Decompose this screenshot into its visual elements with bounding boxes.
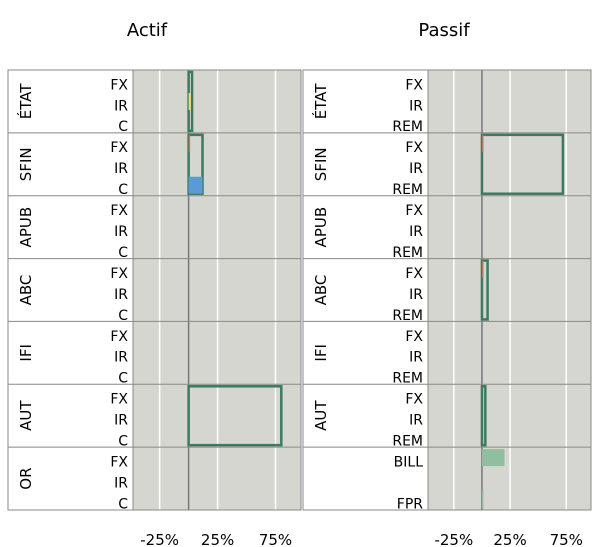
row-label: REM	[392, 119, 423, 135]
row-label: C	[118, 496, 128, 512]
row-label: IR	[114, 287, 128, 303]
fill-bar	[481, 449, 505, 467]
group-label: IFI	[312, 344, 330, 361]
row-label: REM	[392, 434, 423, 450]
row-label: FX	[405, 329, 423, 345]
row-label: REM	[392, 371, 423, 387]
row-label: FX	[405, 266, 423, 282]
row-label: FX	[110, 266, 128, 282]
row-label: FX	[405, 392, 423, 408]
x-tick-label: 25%	[201, 531, 234, 547]
x-tick-label: 25%	[493, 531, 526, 547]
panel-passif: Passif ÉTAT FX IR REM SFIN FX IR REM APUB FX IR REM A…	[302, 20, 592, 547]
group-label: ABC	[312, 275, 330, 306]
chart-title: Actif	[127, 20, 168, 41]
group-label: AUT	[17, 400, 35, 431]
plot-frame	[132, 69, 302, 511]
group-label: OR	[17, 467, 35, 489]
row-label: IR	[114, 98, 128, 114]
row-label: C	[118, 245, 128, 261]
group-label: APUB	[312, 207, 330, 248]
group-label: SFIN	[17, 147, 35, 181]
row-label: IR	[409, 413, 423, 429]
row-label: FX	[110, 392, 128, 408]
group-label: APUB	[17, 207, 35, 248]
plot-frame	[427, 69, 592, 511]
row-label: IR	[114, 413, 128, 429]
row-label: FX	[405, 140, 423, 156]
outline-bar	[187, 133, 204, 195]
outline-bar	[480, 133, 565, 195]
outline-bar	[480, 385, 487, 447]
group-label: AUT	[312, 400, 330, 431]
chart-title: Passif	[418, 20, 470, 41]
outline-bar	[187, 385, 283, 447]
fill-bar	[188, 92, 191, 110]
group-label: IFI	[17, 344, 35, 361]
row-label: IR	[409, 350, 423, 366]
fill-bar	[188, 176, 203, 194]
row-label: IR	[409, 161, 423, 177]
row-label: IR	[114, 350, 128, 366]
row-label: FX	[110, 203, 128, 219]
group-label: ABC	[17, 275, 35, 306]
row-label: FX	[405, 77, 423, 93]
group-label: SFIN	[312, 147, 330, 181]
x-tick-label: 75%	[259, 531, 292, 547]
row-label: FX	[110, 329, 128, 345]
row-label: IR	[409, 287, 423, 303]
row-label: IR	[409, 98, 423, 114]
row-label: REM	[392, 308, 423, 324]
fill-bar	[481, 134, 484, 152]
row-label: REM	[392, 182, 423, 198]
row-label: C	[118, 182, 128, 198]
fill-bar	[481, 491, 484, 508]
row-label: IR	[409, 224, 423, 240]
row-label: FX	[405, 203, 423, 219]
row-label: IR	[114, 224, 128, 240]
row-label: FX	[110, 77, 128, 93]
row-label: C	[118, 371, 128, 387]
row-label: FPR	[397, 496, 423, 512]
row-label: IR	[114, 161, 128, 177]
x-tick-label: 75%	[550, 531, 583, 547]
row-label: C	[118, 434, 128, 450]
row-label: FX	[110, 140, 128, 156]
x-tick-label: -25%	[140, 531, 179, 547]
row-label: REM	[392, 245, 423, 261]
group-label: ÉTAT	[311, 83, 330, 120]
fill-bar	[188, 134, 191, 152]
row-label: BILL	[394, 454, 424, 470]
x-tick-label: -25%	[434, 531, 473, 547]
row-label: C	[118, 119, 128, 135]
fill-bar	[481, 260, 484, 278]
panel-actif: Actif ÉTAT FX IR C SFIN FX IR C APUB FX IR C ABC FX IR C…	[7, 20, 302, 547]
row-label: FX	[110, 454, 128, 470]
outline-bar	[480, 259, 489, 321]
row-label: IR	[114, 475, 128, 491]
row-label: C	[118, 308, 128, 324]
group-label: ÉTAT	[16, 83, 35, 120]
